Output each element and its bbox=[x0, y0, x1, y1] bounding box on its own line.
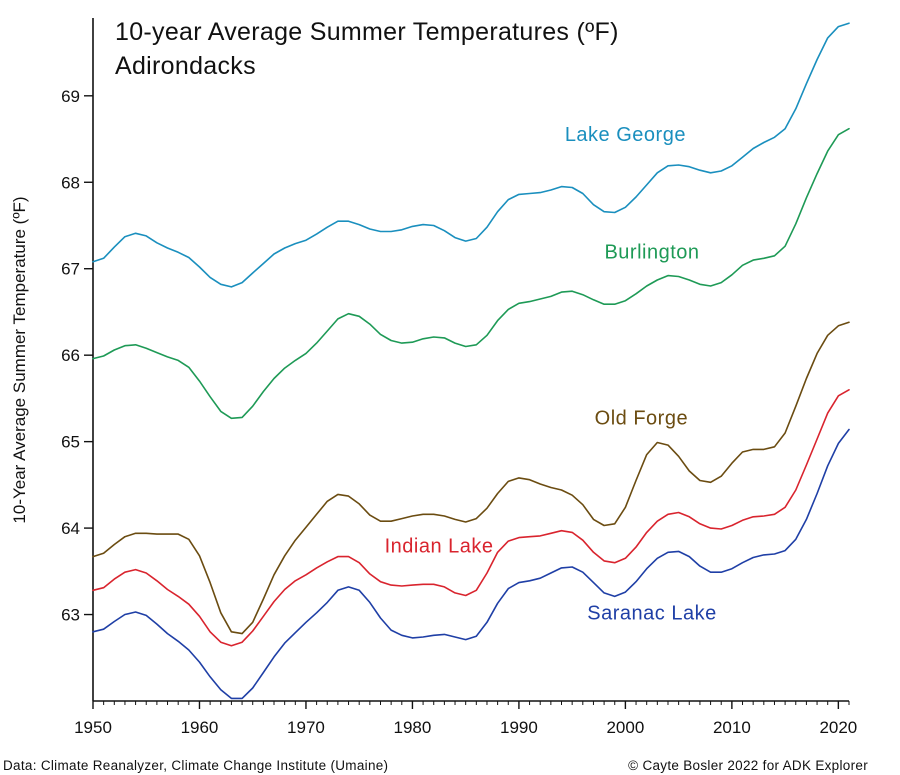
series-line-lake-george bbox=[92, 22, 850, 288]
x-tick-label: 2010 bbox=[713, 718, 751, 737]
series-labels: Lake George Burlington Old Forge Indian Lak… bbox=[385, 124, 717, 625]
y-tick-label: 63 bbox=[61, 606, 80, 625]
data-source-note: Data: Climate Reanalyzer, Climate Change… bbox=[3, 758, 388, 773]
x-ticks: 1950 1960 1970 1980 1990 2000 2010 2020 bbox=[74, 701, 857, 737]
y-tick-label: 69 bbox=[61, 87, 80, 106]
y-tick-label: 67 bbox=[61, 260, 80, 279]
series-line-saranac-lake bbox=[92, 428, 850, 700]
x-tick-label: 1970 bbox=[287, 718, 325, 737]
x-tick-label: 1990 bbox=[500, 718, 538, 737]
series-label-indian-lake: Indian Lake bbox=[385, 535, 494, 557]
chart-title: 10-year Average Summer Temperatures (ºF) bbox=[115, 18, 619, 46]
y-ticks: 63 64 65 66 67 68 69 bbox=[61, 87, 93, 625]
x-tick-label: 1960 bbox=[181, 718, 219, 737]
x-tick-label: 1980 bbox=[394, 718, 432, 737]
series-line-indian-lake bbox=[92, 388, 850, 647]
x-tick-label: 2000 bbox=[606, 718, 644, 737]
series-line-burlington bbox=[92, 127, 850, 420]
y-axis-label: 10-Year Average Summer Temperature (ºF) bbox=[10, 196, 29, 523]
x-tick-label: 1950 bbox=[74, 718, 112, 737]
y-tick-label: 66 bbox=[61, 346, 80, 365]
chart-subtitle: Adirondacks bbox=[115, 52, 256, 80]
y-tick-label: 68 bbox=[61, 173, 80, 192]
series-label-saranac-lake: Saranac Lake bbox=[587, 603, 716, 625]
chart-axes bbox=[92, 18, 849, 702]
series-line-old-forge bbox=[92, 321, 850, 635]
series-label-burlington: Burlington bbox=[604, 241, 699, 263]
x-tick-label: 2020 bbox=[819, 718, 857, 737]
series-label-lake-george: Lake George bbox=[565, 124, 686, 146]
y-tick-label: 64 bbox=[61, 519, 80, 538]
credit-note: © Cayte Bosler 2022 for ADK Explorer bbox=[628, 758, 868, 773]
series-label-old-forge: Old Forge bbox=[595, 407, 688, 429]
y-tick-label: 65 bbox=[61, 433, 80, 452]
series-lines bbox=[92, 22, 850, 700]
